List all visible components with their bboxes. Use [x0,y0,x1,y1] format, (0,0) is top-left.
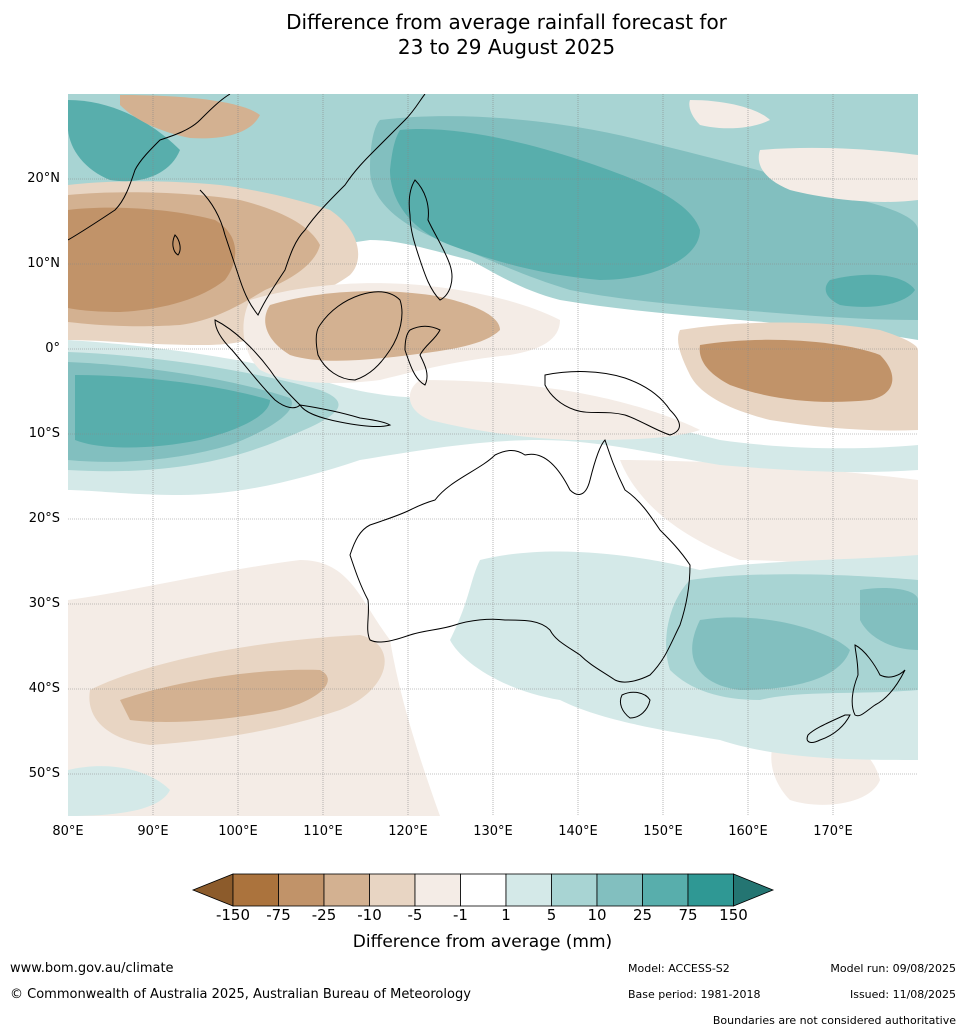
footer-issued: Issued: 11/08/2025 [849,988,956,1001]
footer-url[interactable]: www.bom.gov.au/climate [10,961,174,976]
sumatra-coastline [214,319,301,409]
colorbar-bin [460,873,507,907]
colorbar-bin [551,873,598,907]
colorbar-tick: 5 [546,906,557,924]
colorbar-bin [596,873,643,907]
anomaly-region [825,274,915,307]
anomaly-region [409,380,700,440]
lon-label: 110°E [303,824,343,839]
colorbar-tick: -25 [311,906,337,924]
java-coastline [298,404,392,427]
footer-base-period: Base period: 1981-2018 [628,988,761,1001]
map-gridlines [68,94,918,816]
map-title: Difference from average rainfall forecas… [0,10,965,60]
lon-label: 120°E [388,824,428,839]
anomaly-region [120,669,328,722]
map-field [68,94,918,816]
lat-label: 10°S [28,426,60,441]
colorbar-title: Difference from average (mm) [352,932,613,952]
footer-model: Model: ACCESS-S2 [628,962,730,975]
title-line-1: Difference from average rainfall forecas… [286,10,727,34]
new-zealand-south-coastline [806,714,851,743]
colorbar-tick: 75 [678,906,698,924]
colorbar [191,873,775,907]
lat-label: 0° [45,341,60,356]
lat-label: 20°S [28,511,60,526]
lat-label: 40°S [28,681,60,696]
lon-label: 130°E [473,824,513,839]
colorbar-bin [687,873,734,907]
sri-lanka-coastline [172,234,181,256]
colorbar-bin [323,873,370,907]
title-line-2: 23 to 29 August 2025 [397,35,616,59]
philippines-coastline [408,179,453,301]
lon-label: 100°E [218,824,258,839]
footer-model-run: Model run: 09/08/2025 [830,962,956,975]
colorbar-tick: -10 [357,906,382,924]
anomaly-region [758,147,918,202]
colorbar-bin [642,873,689,907]
borneo-coastline [315,291,403,381]
asia-coastline [68,94,426,316]
australia-coastline [349,439,691,683]
footer-disclaimer: Boundaries are not considered authoritat… [712,1014,956,1027]
sulawesi-coastline [404,325,441,386]
colorbar-tick: 25 [632,906,653,924]
new-zealand-coastline [851,644,906,717]
anomaly-region [265,291,500,361]
colorbar-tick: -1 [453,906,468,924]
colorbar-tick: -150 [215,906,251,924]
lon-label: 170°E [813,824,853,839]
lon-label: 90°E [137,824,169,839]
colorbar-extend-low [191,873,234,907]
colorbar-tick: 150 [719,906,748,924]
anomaly-region [860,588,918,650]
lat-label: 50°S [28,766,60,781]
anomaly-region [68,766,170,816]
lat-label: 30°S [28,596,60,611]
anomaly-region [68,100,180,182]
anomaly-region [120,95,260,139]
footer-copyright: © Commonwealth of Australia 2025, Austra… [10,987,471,1002]
lon-label: 160°E [728,824,768,839]
anomaly-region [68,207,236,312]
new-guinea-coastline [544,371,680,436]
colorbar-tick: -5 [407,906,423,924]
colorbar-bin [505,873,552,907]
lat-label: 10°N [27,256,60,271]
colorbar-extend-high [733,873,775,907]
anomaly-region [75,375,270,448]
tasmania-coastline [619,691,651,719]
coastlines [68,94,906,743]
anomaly-region [390,129,700,280]
anomaly-region [620,460,918,565]
anomaly-region [692,617,850,690]
lon-label: 140°E [558,824,598,839]
colorbar-bin [232,873,279,907]
colorbar-bin [278,873,325,907]
colorbar-bin [369,873,416,907]
lon-label: 150°E [643,824,683,839]
colorbar-tick: 1 [501,906,511,924]
colorbar-bin [414,873,461,907]
colorbar-tick: -75 [266,906,291,924]
anomaly-region [689,100,770,129]
lon-label: 80°E [52,824,84,839]
colorbar-tick: 10 [587,906,607,924]
lat-label: 20°N [27,171,60,186]
